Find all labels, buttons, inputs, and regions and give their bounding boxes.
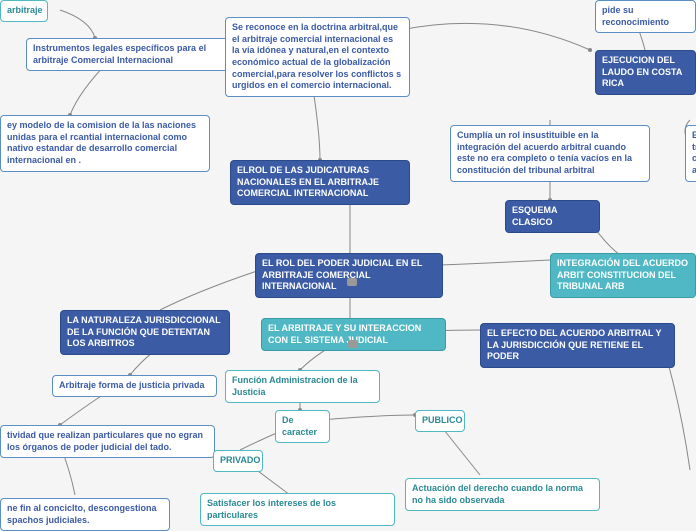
node-fin[interactable]: ne fin al conciclto, descongestiona spac… [0,498,170,531]
node-naturaleza[interactable]: LA NATURALEZA JURISDICCIONAL DE LA FUNCI… [60,310,230,355]
node-pide[interactable]: pide su reconocimiento [595,0,696,33]
node-elrol[interactable]: ELROL DE LAS JUDICATURAS NACIONALES EN E… [230,160,410,205]
node-instrumentos[interactable]: Instrumentos legales específicos para el… [26,38,236,71]
hub-interaccion [348,340,358,348]
node-actuacion[interactable]: Actuación del derecho cuando la norma no… [405,478,600,511]
node-ejecucion[interactable]: EJECUCION DEL LAUDO EN COSTA RICA [595,50,696,95]
node-ley-modelo[interactable]: ey modelo de la comision de la las nacio… [0,115,210,172]
node-es[interactable]: Es tr co ar [685,125,696,182]
node-efecto[interactable]: EL EFECTO DEL ACUERDO ARBITRAL Y LA JURI… [480,323,675,368]
node-cumplia[interactable]: Cumplía un rol insustituible en la integ… [450,125,650,182]
node-integracion[interactable]: INTEGRACIÓN DEL ACUERDO ARBIT CONSTITUCI… [550,253,696,298]
node-central[interactable]: EL ROL DEL PODER JUDICIAL EN EL ARBITRAJ… [255,253,443,298]
node-funcion-admin[interactable]: Función Administracion de la Justicia [225,370,380,403]
node-esquema[interactable]: ESQUEMA CLASICO [505,200,600,233]
node-arbitraje[interactable]: arbitraje [0,0,48,22]
hub-central [347,278,357,286]
node-doctrina[interactable]: Se reconoce en la doctrina arbitral,que … [225,17,410,97]
node-privada[interactable]: Arbitraje forma de justicia privada [52,375,217,397]
node-actividad[interactable]: tividad que realizan particulares que no… [0,425,215,458]
node-privado[interactable]: PRIVADO [213,450,263,472]
node-satisfacer[interactable]: Satisfacer los intereses de los particul… [200,493,395,526]
node-caracter[interactable]: De caracter [275,410,330,443]
node-publico[interactable]: PUBLICO [415,410,465,432]
